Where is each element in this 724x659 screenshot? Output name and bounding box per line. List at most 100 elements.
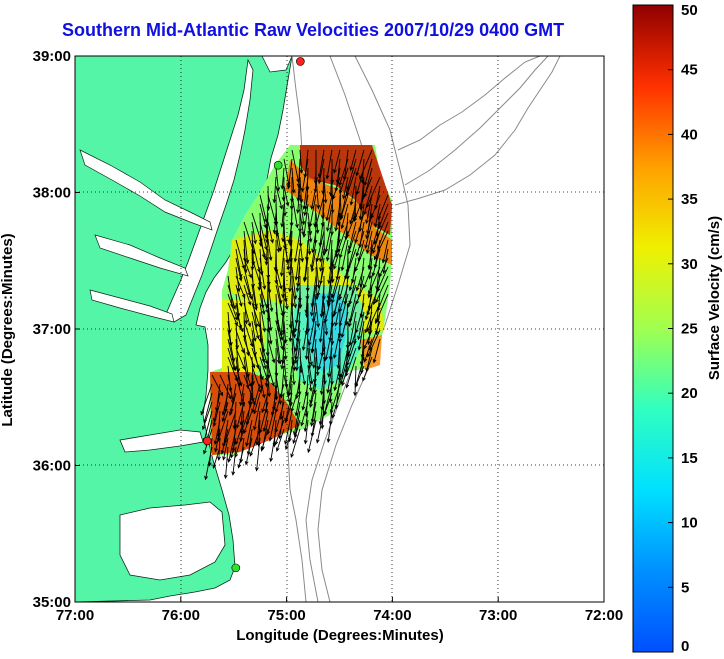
velocity-vector [243, 284, 252, 306]
velocity-vector [299, 194, 306, 226]
velocity-vector [251, 284, 258, 311]
velocity-vector [300, 401, 309, 427]
velocity-vector [307, 365, 313, 392]
velocity-vector [272, 176, 277, 204]
velocity-vector [259, 347, 268, 370]
grid-lines [75, 56, 604, 602]
velocity-vector [204, 446, 213, 481]
velocity-vector [267, 338, 276, 364]
velocity-vector [316, 266, 325, 297]
velocity-high-south [210, 372, 300, 455]
velocity-vector [334, 203, 341, 232]
velocity-vector [293, 302, 301, 333]
velocity-vector [227, 284, 237, 310]
velocity-vector [291, 266, 298, 300]
velocity-vector [304, 329, 309, 361]
velocity-vector [243, 275, 251, 297]
velocity-vector [299, 239, 305, 263]
velocity-vector [373, 203, 381, 228]
velocity-vector [338, 230, 349, 259]
velocity-vector [294, 248, 301, 281]
velocity-vector [315, 176, 321, 210]
velocity-vector [269, 428, 277, 463]
velocity-vector [367, 248, 373, 271]
colorbar-tick-label: 40 [681, 126, 698, 143]
velocity-vector [250, 374, 255, 403]
potomac-river [79, 149, 213, 231]
colorbar-tick-label: 15 [681, 450, 698, 467]
velocity-vector [368, 266, 381, 295]
colorbar: 0 5 10 15 20 25 30 35 40 45 50 Surface Velocity (c… [632, 2, 723, 655]
velocity-vector [303, 410, 309, 433]
velocity-vector [303, 194, 309, 217]
velocity-vector [231, 446, 237, 476]
velocity-vector [340, 203, 349, 230]
velocity-vector [291, 194, 299, 229]
velocity-vector [325, 194, 333, 222]
velocity-vector [340, 311, 349, 339]
map-panel[interactable] [74, 55, 605, 603]
velocity-vector [251, 320, 257, 342]
velocity-vector [291, 167, 296, 194]
velocity-vector [307, 221, 313, 243]
velocity-vector [294, 329, 301, 361]
colorbar-ticks: 0 5 10 15 20 25 30 35 40 45 50 [668, 2, 698, 655]
velocity-vector [367, 275, 373, 299]
velocity-vector [274, 419, 285, 446]
x-axis-label: Longitude (Degrees:Minutes) [236, 627, 444, 644]
velocity-vector [253, 392, 261, 415]
velocity-vector [307, 419, 317, 454]
velocity-vector [347, 329, 357, 358]
velocity-vector [325, 149, 333, 180]
velocity-vector [315, 212, 320, 235]
velocity-vector [267, 239, 273, 262]
velocity-vector [286, 239, 293, 271]
velocity-vector [275, 428, 285, 453]
velocity-vector [323, 302, 329, 336]
x-tick-label: 72:00 [585, 607, 623, 624]
velocity-vector [326, 365, 333, 394]
velocity-vector [301, 320, 309, 352]
velocity-vector [355, 230, 365, 257]
velocity-vector [324, 221, 333, 253]
velocity-vector [227, 428, 237, 463]
velocity-vector [283, 239, 290, 264]
station-north-marker [296, 57, 305, 66]
velocity-vector [290, 428, 301, 458]
velocity-vector [214, 428, 221, 453]
velocity-vector [275, 311, 284, 342]
velocity-vector [355, 266, 365, 292]
colorbar-tick-label: 25 [681, 321, 698, 338]
velocity-vector [278, 410, 285, 440]
velocity-vector [357, 311, 365, 341]
colorbar-tick-label: 10 [681, 515, 698, 532]
velocity-vector [307, 356, 314, 385]
velocity-vector [315, 302, 321, 328]
velocity-vector [338, 284, 349, 313]
velocity-vector [251, 221, 257, 245]
velocity-vector [293, 230, 301, 263]
velocity-vector [251, 365, 262, 394]
x-tick-label: 74:00 [373, 607, 411, 624]
velocity-vector [315, 410, 325, 444]
velocity-vector [372, 230, 381, 255]
y-tick-label: 35:00 [33, 594, 71, 611]
velocity-vector [239, 383, 245, 407]
velocity-vector [291, 356, 296, 386]
velocity-vector [260, 428, 269, 452]
velocity-vector [219, 374, 232, 400]
velocity-vector [349, 149, 357, 171]
velocity-vector [318, 311, 325, 343]
velocity-vector [332, 329, 341, 360]
velocity-vector [310, 401, 317, 424]
velocity-vector [319, 365, 325, 396]
velocity-vector [261, 392, 269, 414]
velocity-vector [256, 419, 261, 448]
velocity-vector [382, 248, 389, 275]
velocity-vector [244, 437, 253, 466]
velocity-vector [323, 176, 328, 204]
albemarle-sound [119, 429, 204, 453]
velocity-vector [318, 239, 325, 263]
velocity-vector [341, 365, 349, 387]
velocity-vector [284, 428, 293, 451]
